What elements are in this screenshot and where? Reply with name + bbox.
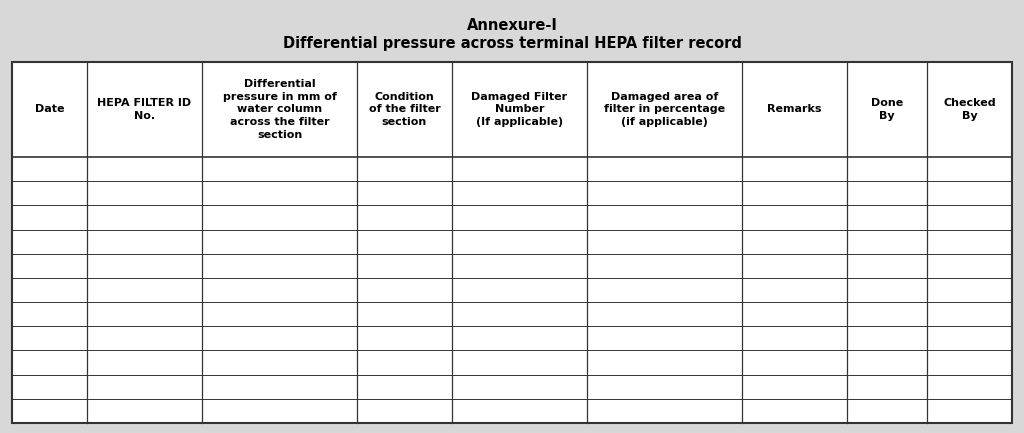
Text: Damaged area of
filter in percentage
(if applicable): Damaged area of filter in percentage (if… <box>604 92 725 127</box>
Text: Annexure-I: Annexure-I <box>467 18 557 33</box>
Text: Done
By: Done By <box>870 98 903 121</box>
Text: Checked
By: Checked By <box>943 98 995 121</box>
Text: Date: Date <box>35 104 65 114</box>
Text: HEPA FILTER ID
No.: HEPA FILTER ID No. <box>97 98 191 121</box>
Text: Remarks: Remarks <box>767 104 821 114</box>
Bar <box>12 62 1012 423</box>
Bar <box>12 62 1012 423</box>
Text: Differential pressure across terminal HEPA filter record: Differential pressure across terminal HE… <box>283 36 741 51</box>
Text: Differential
pressure in mm of
water column
across the filter
section: Differential pressure in mm of water col… <box>222 79 337 140</box>
Text: Condition
of the filter
section: Condition of the filter section <box>369 92 440 127</box>
Text: Damaged Filter
Number
(If applicable): Damaged Filter Number (If applicable) <box>471 92 567 127</box>
